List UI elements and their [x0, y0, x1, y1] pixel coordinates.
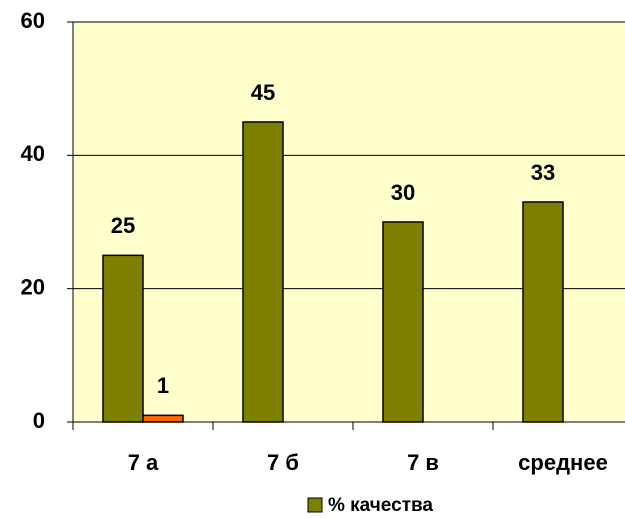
legend-label: % качества [328, 495, 433, 516]
x-tick-label: 7 а [128, 450, 159, 475]
y-tick-label: 20 [21, 274, 45, 299]
data-label: 45 [251, 80, 275, 105]
bar [102, 254, 144, 423]
x-tick-label: среднее [518, 450, 608, 475]
bar [142, 414, 184, 423]
legend-swatch [307, 497, 323, 513]
bar [382, 221, 424, 423]
x-tick-label: 7 б [267, 450, 299, 475]
data-label: 30 [391, 180, 415, 205]
x-tick-label: 7 в [407, 450, 439, 475]
data-label: 33 [531, 160, 555, 185]
y-tick-label: 40 [21, 141, 45, 166]
bar [242, 121, 284, 423]
bar [522, 201, 564, 423]
data-label: 25 [111, 213, 135, 238]
y-tick-label: 0 [33, 408, 45, 433]
y-tick-label: 60 [21, 8, 45, 33]
data-label: 1 [157, 373, 169, 398]
